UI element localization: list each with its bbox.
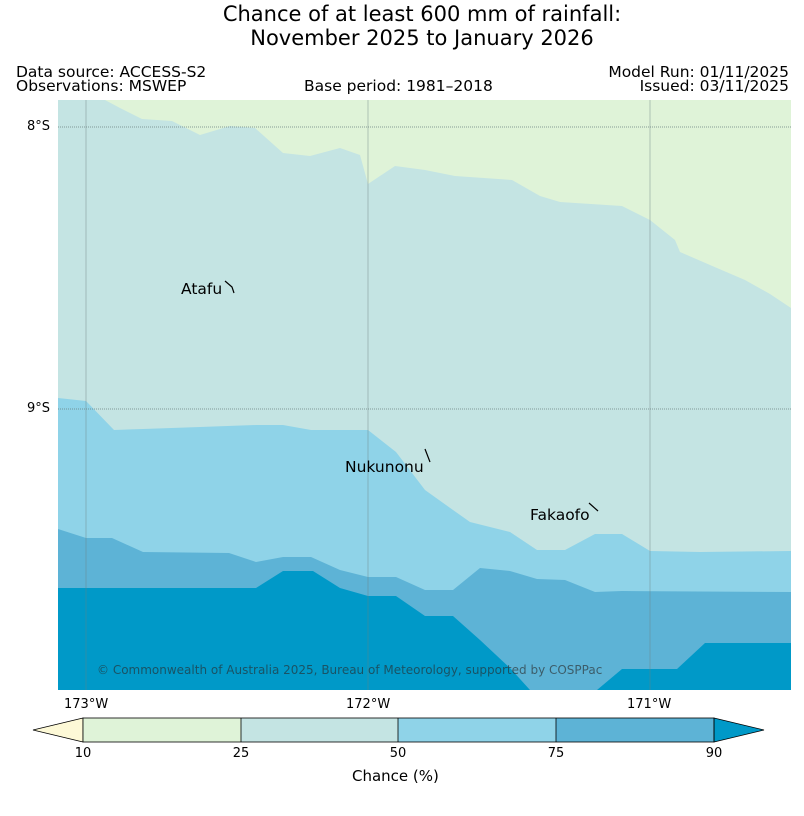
colorbar-tick-50: 50 [389, 746, 407, 761]
lon-label-173w: 173°W [64, 697, 109, 712]
copyright-notice: © Commonwealth of Australia 2025, Bureau… [97, 663, 603, 677]
zone-90-plus [58, 571, 530, 690]
zone-10-25 [105, 100, 791, 308]
colorbar-tick-10: 10 [74, 746, 92, 761]
lon-label-172w: 172°W [346, 697, 391, 712]
zone-90-plus-east [597, 643, 791, 690]
colorbar-low-extend [32, 717, 84, 743]
colorbar-segment-25-50 [241, 718, 398, 742]
base-period-text: Base period: 1981–2018 [304, 77, 493, 95]
colorbar-high-extend [713, 717, 765, 743]
observations-text: Observations: MSWEP [16, 77, 187, 95]
title-line-2: November 2025 to January 2026 [250, 26, 594, 50]
nukunonu-atoll [424, 448, 431, 463]
gridlines [58, 100, 791, 690]
place-label-fakaofo: Fakaofo [530, 506, 590, 524]
colorbar-segment-50-75 [398, 718, 556, 742]
colorbar-tick-90: 90 [705, 746, 723, 761]
lat-label-9s: 9°S [27, 401, 51, 416]
colorbar-frame [82, 717, 715, 743]
atafu-atoll [224, 280, 235, 294]
place-label-nukunonu: Nukunonu [345, 458, 424, 476]
place-label-atafu: Atafu [181, 280, 223, 298]
data-source-text: Data source: ACCESS-S2 [16, 63, 207, 81]
colorbar-segment-75-90 [556, 718, 714, 742]
colorbar-segment-10-25 [83, 718, 241, 742]
colorbar-tick-25: 25 [232, 746, 250, 761]
colorbar-tick-75: 75 [547, 746, 565, 761]
atolls [224, 280, 599, 512]
model-run-text: Model Run: 01/11/2025 [608, 63, 789, 81]
colorbar [32, 717, 765, 743]
issued-text: Issued: 03/11/2025 [639, 77, 789, 95]
fakaofo-atoll [588, 502, 599, 512]
lat-label-8s: 8°S [27, 119, 51, 134]
colorbar-title: Chance (%) [352, 767, 439, 785]
map-panel [58, 100, 791, 690]
title-line-1: Chance of at least 600 mm of rainfall: [222, 2, 622, 26]
lon-label-171w: 171°W [627, 697, 672, 712]
chart-title: Chance of at least 600 mm of rainfall: N… [0, 2, 804, 50]
